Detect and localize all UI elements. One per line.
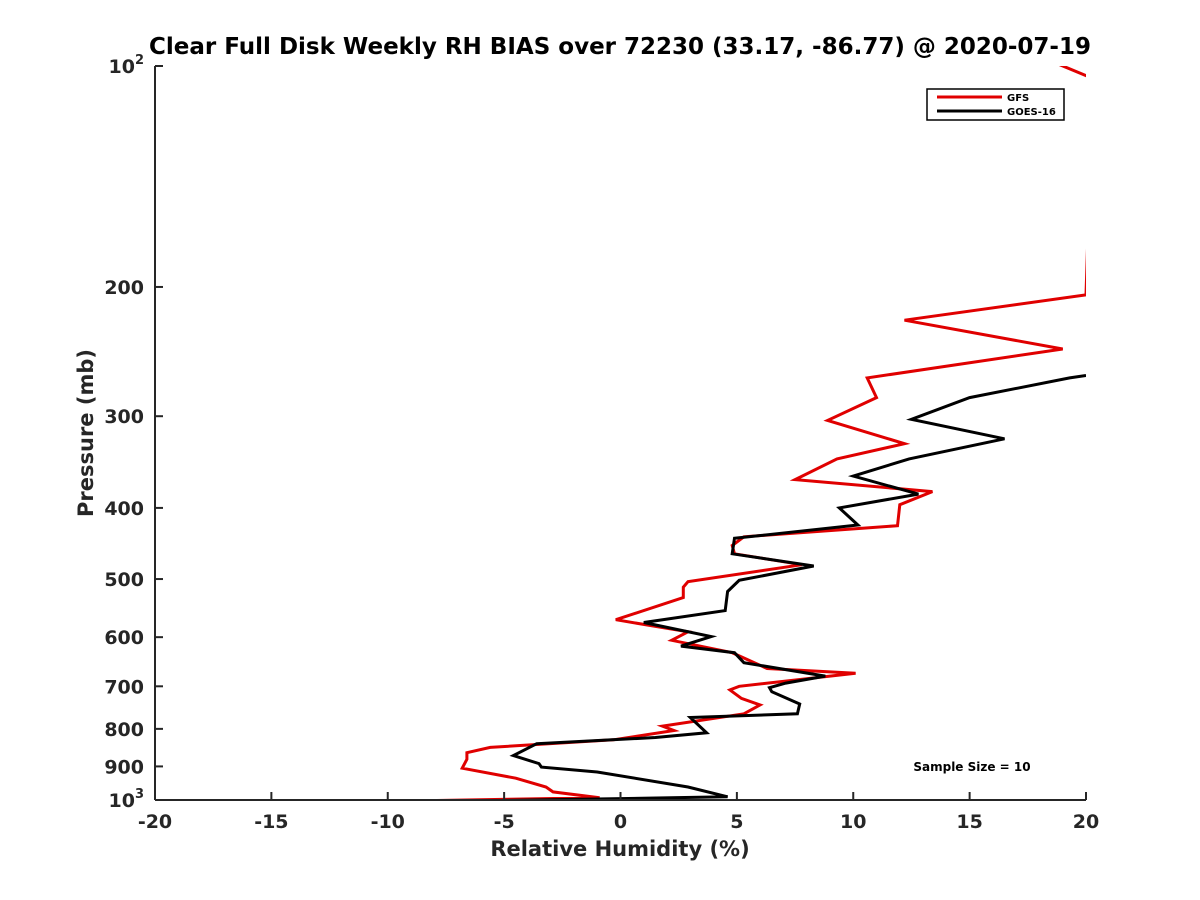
legend-label-goes16: GOES-16	[1007, 107, 1056, 118]
chart-title: Clear Full Disk Weekly RH BIAS over 7223…	[149, 34, 1091, 60]
y-tick-label: 800	[104, 719, 144, 741]
x-tick-label: 0	[614, 811, 627, 833]
y-tick-label: 600	[104, 627, 144, 649]
y-tick-label: 200	[104, 277, 144, 299]
y-tick-label: 300	[104, 406, 144, 428]
x-tick-label: -5	[494, 811, 515, 833]
y-tick-label: 500	[104, 569, 144, 591]
series-line-goes16	[455, 374, 1086, 800]
x-ticks: -20 -15 -10 -5 0 5 10 15 20	[138, 792, 1099, 833]
x-tick-label: 10	[840, 811, 866, 833]
legend-box	[926, 88, 1065, 121]
axes	[154, 66, 1086, 801]
y-tick-label: 103	[109, 787, 145, 812]
x-tick-label: 15	[956, 811, 982, 833]
y-tick-label: 400	[104, 498, 144, 520]
series-layer	[429, 66, 1086, 800]
x-tick-label: 20	[1073, 811, 1099, 833]
series-line-gfs	[429, 66, 1086, 800]
y-tick-label: 102	[109, 53, 145, 78]
y-tick-label: 700	[104, 676, 144, 698]
legend: GFS GOES-16	[926, 88, 1065, 121]
y-axis-label: Pressure (mb)	[74, 349, 98, 517]
x-tick-label: 5	[730, 811, 743, 833]
x-tick-label: -15	[254, 811, 288, 833]
x-tick-label: -10	[371, 811, 405, 833]
x-tick-label: -20	[138, 811, 172, 833]
legend-label-gfs: GFS	[1007, 93, 1029, 104]
y-tick-label: 900	[104, 756, 144, 778]
y-ticks: 102 200 300 400 500 600 700 800 900 103	[104, 53, 163, 812]
x-axis-label: Relative Humidity (%)	[490, 837, 749, 861]
sample-size-annotation: Sample Size = 10	[913, 760, 1030, 774]
